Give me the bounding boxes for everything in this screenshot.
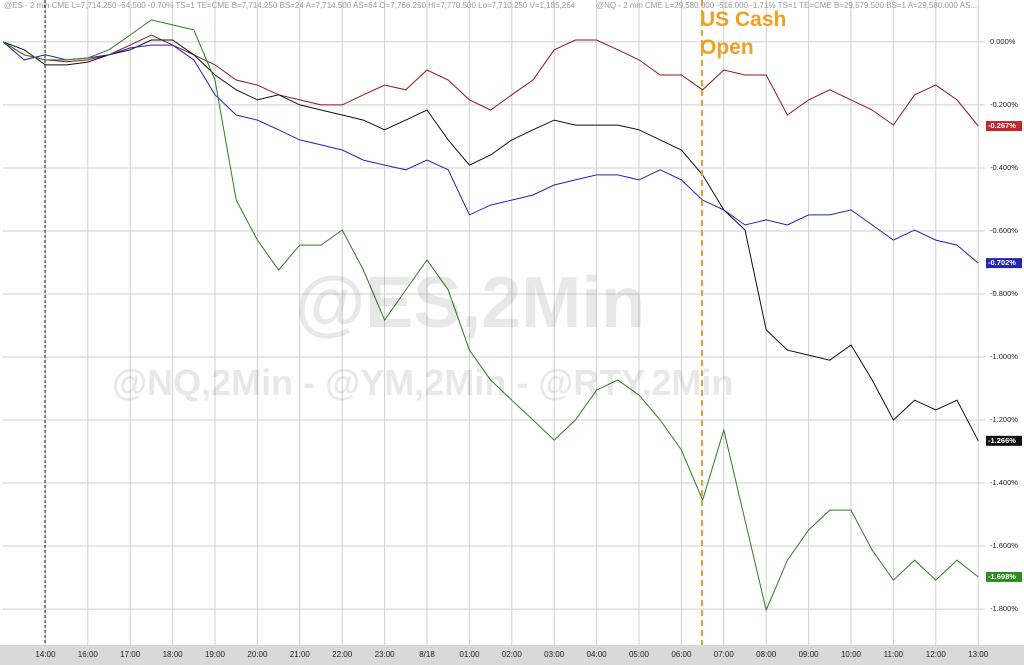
value-label: -0.267% (988, 121, 1016, 130)
header-text: @NQ - 2 min CME L=29,580.000 -516.000 -1… (596, 1, 977, 10)
y-tick-label: 0.000% (990, 37, 1016, 46)
x-tick-label: 10:00 (841, 650, 862, 659)
x-tick-label: 04:00 (587, 650, 608, 659)
annotation: US Cash Open (700, 8, 787, 59)
y-tick-label: -1.600% (990, 541, 1018, 550)
value-label: -0.702% (988, 258, 1016, 267)
x-tick-label: 07:00 (714, 650, 735, 659)
x-tick-label: 12:00 (926, 650, 947, 659)
x-tick-label: 16:00 (78, 650, 99, 659)
y-tick-label: -1.200% (990, 415, 1018, 424)
watermark: @NQ,2Min - @YM,2Min - @RTY,2Min (112, 362, 734, 403)
value-label: -1.266% (988, 436, 1016, 445)
series-line (2, 19, 979, 612)
x-tick-label: 21:00 (290, 650, 311, 659)
value-label-box (986, 435, 1022, 446)
y-tick-label: -0.400% (990, 163, 1018, 172)
x-tick-label: 19:00 (205, 650, 226, 659)
x-tick-label: 09:00 (799, 650, 820, 659)
x-tick-label: 06:00 (671, 650, 692, 659)
x-tick-label: 02:00 (502, 650, 523, 659)
x-tick-label: 8/18 (419, 650, 435, 659)
grid (3, 0, 985, 645)
x-tick-label: 13:00 (968, 650, 989, 659)
x-tick-label: 08:00 (756, 650, 777, 659)
value-label-box (986, 258, 1022, 269)
y-tick-label: -1.000% (990, 352, 1018, 361)
y-tick-label: -0.200% (990, 100, 1018, 109)
y-tick-label: -1.400% (990, 478, 1018, 487)
y-tick-label: -0.600% (990, 226, 1018, 235)
x-tick-label: 23:00 (375, 650, 396, 659)
x-tick-label: 11:00 (884, 650, 904, 659)
series-line (2, 34, 979, 127)
x-tick-label: 14:00 (35, 650, 56, 659)
series-line (2, 39, 979, 442)
x-tick-label: 03:00 (544, 650, 565, 659)
header-text: @ES - 2 min CME L=7,714.250 -54.500 -0.7… (4, 1, 576, 10)
x-tick-label: 22:00 (332, 650, 353, 659)
x-tick-label: 05:00 (629, 650, 650, 659)
value-label: -1.698% (988, 572, 1016, 581)
watermark: @ES,2Min (295, 263, 646, 343)
value-label-box (986, 571, 1022, 582)
y-axis-area (985, 0, 1024, 665)
x-axis-bar (0, 645, 1024, 665)
x-tick-label: 18:00 (163, 650, 184, 659)
x-tick-label: 20:00 (247, 650, 268, 659)
y-tick-label: -1.800% (990, 604, 1018, 613)
value-label-box (986, 121, 1022, 132)
series-line (2, 41, 979, 264)
x-tick-label: 17:00 (120, 650, 141, 659)
x-tick-label: 01:00 (459, 650, 480, 659)
y-tick-label: -0.800% (990, 289, 1018, 298)
